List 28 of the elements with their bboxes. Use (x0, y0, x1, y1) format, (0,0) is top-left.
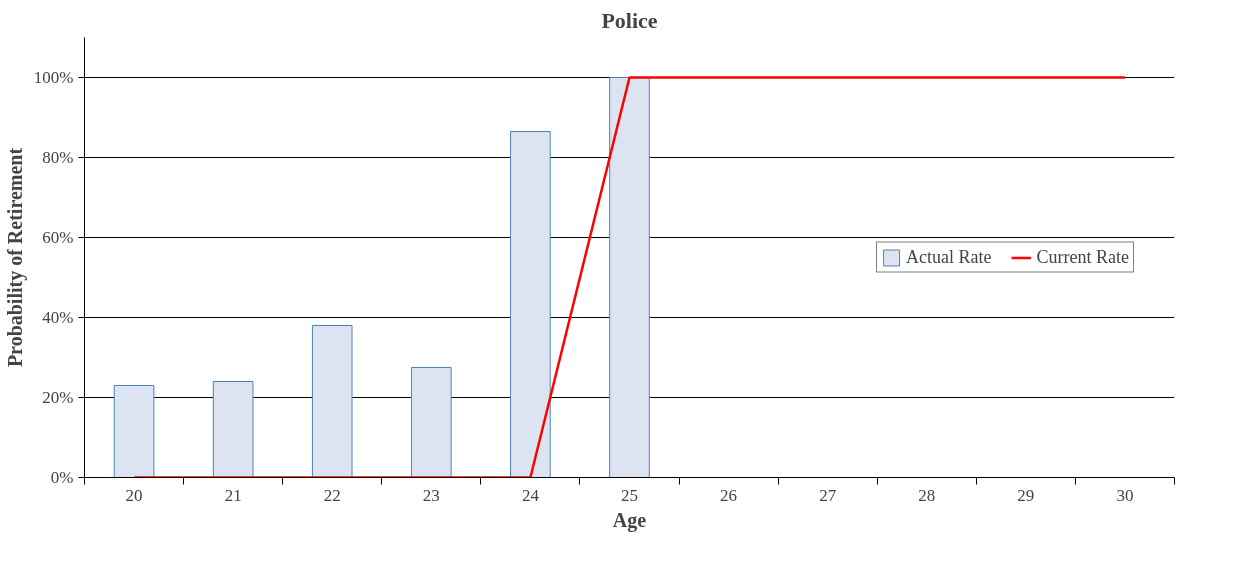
x-tick-label: 21 (224, 485, 242, 505)
x-axis-title: Age (612, 508, 647, 532)
bar (212, 381, 254, 478)
x-tick-label: 30 (1116, 485, 1134, 505)
x-tick-label: 28 (918, 485, 936, 505)
x-tick-label: 24 (521, 485, 540, 505)
y-tick-label: 20% (42, 388, 74, 407)
y-tick-label: 100% (33, 68, 74, 87)
y-tick-label: 60% (42, 228, 74, 247)
y-tick-label: 0% (50, 468, 74, 487)
bar (510, 131, 551, 478)
legend-label: Current Rate (1036, 246, 1129, 268)
x-tick-label: 22 (323, 485, 341, 505)
y-tick-label: 40% (42, 308, 74, 327)
x-tick-label: 25 (621, 485, 638, 505)
bar (311, 325, 353, 478)
bar (609, 77, 650, 478)
x-tick-label: 29 (1017, 485, 1035, 505)
chart-title: Police (601, 7, 658, 33)
bar (411, 367, 452, 478)
y-axis-title: Probability of Retirement (3, 147, 27, 368)
x-tick-label: 27 (819, 485, 837, 505)
x-tick-label: 20 (125, 485, 143, 505)
x-tick-label: 26 (720, 485, 738, 505)
y-tick-label: 80% (42, 148, 74, 167)
x-tick-label: 23 (422, 485, 440, 505)
legend-label: Actual Rate (906, 246, 992, 268)
bar (113, 385, 155, 478)
